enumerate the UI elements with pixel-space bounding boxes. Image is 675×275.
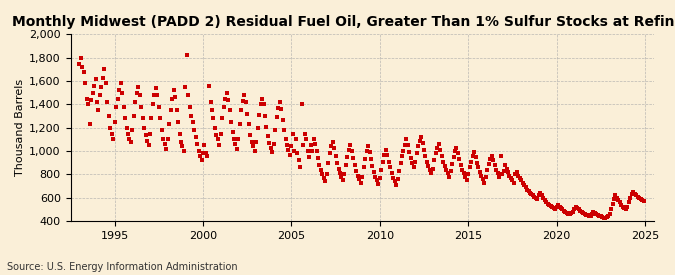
Y-axis label: Thousand Barrels: Thousand Barrels bbox=[15, 79, 25, 176]
Title: Monthly Midwest (PADD 2) Residual Fuel Oil, Greater Than 1% Sulfur Stocks at Ref: Monthly Midwest (PADD 2) Residual Fuel O… bbox=[11, 15, 675, 29]
Text: Source: U.S. Energy Information Administration: Source: U.S. Energy Information Administ… bbox=[7, 262, 238, 272]
